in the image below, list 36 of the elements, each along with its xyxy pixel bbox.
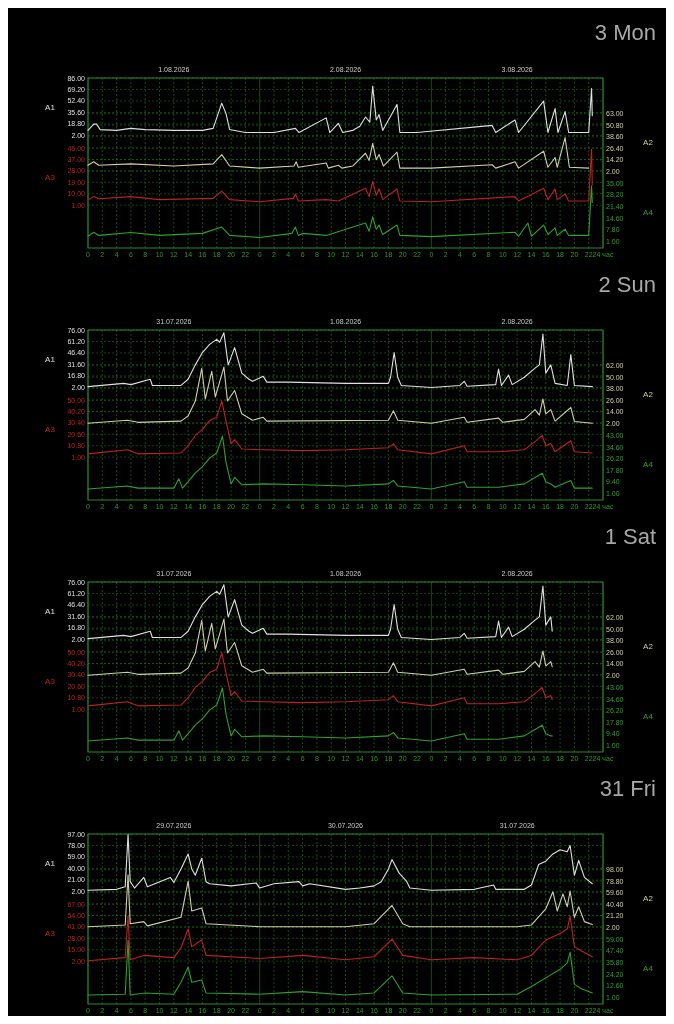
line-series bbox=[87, 834, 593, 891]
chart-title: 1 Sat bbox=[604, 524, 656, 549]
y-axis-title: A1 bbox=[45, 858, 56, 868]
line-series bbox=[87, 185, 593, 239]
line-series bbox=[87, 584, 553, 641]
y-axis-title: A1 bbox=[45, 102, 56, 112]
y2-axis-title: A2 bbox=[643, 138, 654, 148]
y3-axis-title: A3 bbox=[45, 928, 56, 938]
chart-title: 3 Mon bbox=[594, 20, 656, 45]
y-axis-title: A4 bbox=[643, 712, 654, 722]
y-axis-title: A1 bbox=[45, 354, 56, 364]
line-series bbox=[87, 652, 553, 707]
y2-axis-title: A2 bbox=[643, 390, 654, 400]
y2-axis-title: A2 bbox=[643, 894, 654, 904]
y-axis-title: A1 bbox=[45, 606, 56, 616]
y3-axis-title: A3 bbox=[45, 172, 56, 182]
chart-title: 2 Sun bbox=[598, 272, 656, 297]
line-series bbox=[87, 874, 593, 928]
line-series bbox=[87, 400, 593, 455]
y3-axis-title: A3 bbox=[45, 424, 56, 434]
line-series bbox=[87, 332, 593, 389]
line-series bbox=[87, 85, 593, 134]
y-axis-title: A4 bbox=[643, 208, 654, 218]
line-series bbox=[87, 366, 593, 424]
line-series bbox=[87, 939, 593, 996]
chart-title: 31 Fri bbox=[599, 776, 656, 801]
line-series bbox=[87, 148, 593, 203]
line-series bbox=[87, 687, 553, 742]
y3-axis-title: A3 bbox=[45, 676, 56, 686]
y-axis-title: A4 bbox=[643, 460, 654, 470]
y-axis-title: A4 bbox=[643, 964, 654, 974]
y2-axis-title: A2 bbox=[643, 642, 654, 652]
line-series bbox=[87, 435, 593, 490]
line-series bbox=[87, 915, 593, 962]
line-series bbox=[87, 618, 553, 676]
line-series bbox=[87, 136, 590, 169]
